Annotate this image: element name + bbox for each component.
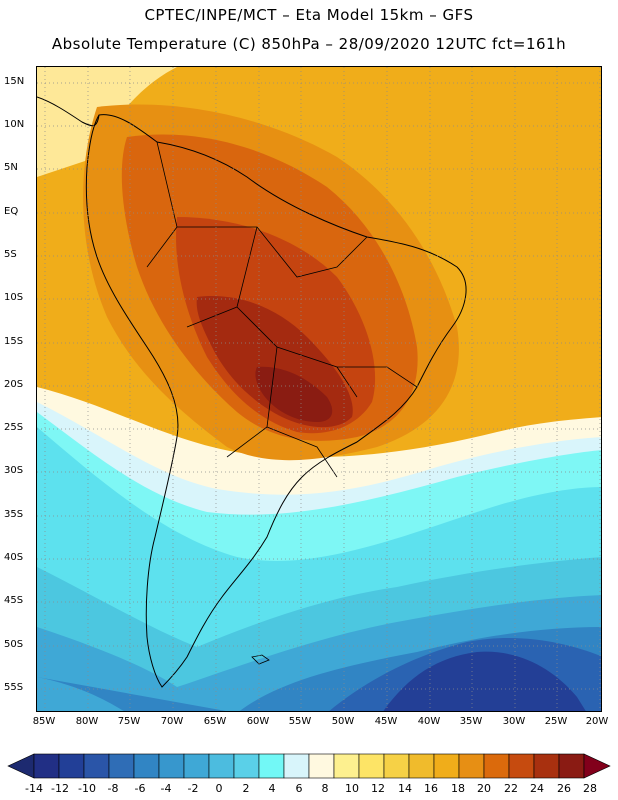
temperature-map (36, 66, 602, 712)
colorbar-label: -10 (78, 782, 96, 795)
lat-label-55s: 55S (4, 682, 24, 693)
temperature-map-svg (37, 67, 601, 711)
lon-label-70w: 70W (160, 716, 184, 727)
colorbar-box (333, 753, 360, 779)
lon-label-55w: 55W (288, 716, 312, 727)
colorbar-label: -2 (187, 782, 199, 795)
colorbar-box (308, 753, 335, 779)
lon-label-65w: 65W (203, 716, 227, 727)
lon-label-20w: 20W (585, 716, 609, 727)
lat-label-25s: 25S (4, 422, 24, 433)
colorbar-label: 16 (424, 782, 438, 795)
colorbar-label: -12 (51, 782, 69, 795)
lat-label-40s: 40S (4, 552, 24, 563)
colorbar-label: 22 (504, 782, 518, 795)
colorbar-box (233, 753, 260, 779)
colorbar-label: -14 (25, 782, 43, 795)
central-america-outline (37, 96, 100, 127)
lon-label-60w: 60W (246, 716, 270, 727)
colorbar-label: 12 (371, 782, 385, 795)
colorbar-label: -8 (107, 782, 119, 795)
colorbar-label: 0 (215, 782, 223, 795)
colorbar-label: -4 (160, 782, 172, 795)
colorbar-box (458, 753, 485, 779)
lon-label-50w: 50W (331, 716, 355, 727)
lon-label-35w: 35W (459, 716, 483, 727)
colorbar-label: 6 (295, 782, 303, 795)
colorbar-label: -6 (134, 782, 146, 795)
colorbar-box (508, 753, 535, 779)
temperature-colorbar (7, 753, 611, 779)
lat-label-45s: 45S (4, 595, 24, 606)
colorbar-box (358, 753, 385, 779)
colorbar-label: 4 (268, 782, 276, 795)
colorbar-box (33, 753, 60, 779)
lat-label-30s: 30S (4, 465, 24, 476)
colorbar-box (558, 753, 585, 779)
colorbar-box (158, 753, 185, 779)
lat-label-10n: 10N (4, 119, 25, 130)
colorbar-label: 8 (321, 782, 329, 795)
colorbar-box (283, 753, 310, 779)
colorbar-right-arrow (583, 753, 611, 779)
colorbar-label: 20 (477, 782, 491, 795)
colorbar-label: 26 (557, 782, 571, 795)
lat-label-35s: 35S (4, 509, 24, 520)
colorbar-label: 18 (451, 782, 465, 795)
lat-label-5s: 5S (4, 249, 17, 260)
cold-temperature-field (37, 387, 601, 711)
colorbar-box (83, 753, 110, 779)
colorbar-box (533, 753, 560, 779)
lat-label-5n: 5N (4, 162, 18, 173)
lon-label-80w: 80W (75, 716, 99, 727)
lon-label-40w: 40W (417, 716, 441, 727)
colorbar-label: 10 (345, 782, 359, 795)
lon-label-75w: 75W (117, 716, 141, 727)
colorbar-box (208, 753, 235, 779)
lon-label-30w: 30W (502, 716, 526, 727)
chart-title-variable: Absolute Temperature (C) 850hPa – 28/09/… (51, 35, 567, 53)
colorbar-box (258, 753, 285, 779)
lat-label-eq: EQ (4, 206, 19, 217)
colorbar-label: 24 (530, 782, 544, 795)
lat-label-15s: 15S (4, 336, 24, 347)
colorbar-box (408, 753, 435, 779)
lat-label-10s: 10S (4, 292, 24, 303)
cold-band-9 (383, 651, 586, 711)
colorbar-box (58, 753, 85, 779)
warm-band-6 (255, 366, 333, 422)
lon-label-25w: 25W (544, 716, 568, 727)
country-borders (146, 141, 418, 478)
colorbar-box (483, 753, 510, 779)
colorbar-label: 2 (242, 782, 250, 795)
lat-label-50s: 50S (4, 639, 24, 650)
chart-title-model: CPTEC/INPE/MCT – Eta Model 15km – GFS (144, 6, 474, 24)
colorbar-box (183, 753, 210, 779)
lon-label-45w: 45W (374, 716, 398, 727)
colorbar-box (108, 753, 135, 779)
colorbar-box (433, 753, 460, 779)
colorbar-label: 28 (583, 782, 597, 795)
lon-label-85w: 85W (32, 716, 56, 727)
colorbar-box (383, 753, 410, 779)
colorbar-label: 14 (398, 782, 412, 795)
colorbar-box (133, 753, 160, 779)
colorbar-left-arrow (7, 753, 35, 779)
lat-label-15n: 15N (4, 76, 25, 87)
lat-label-20s: 20S (4, 379, 24, 390)
colorbar-boxes (33, 753, 585, 779)
